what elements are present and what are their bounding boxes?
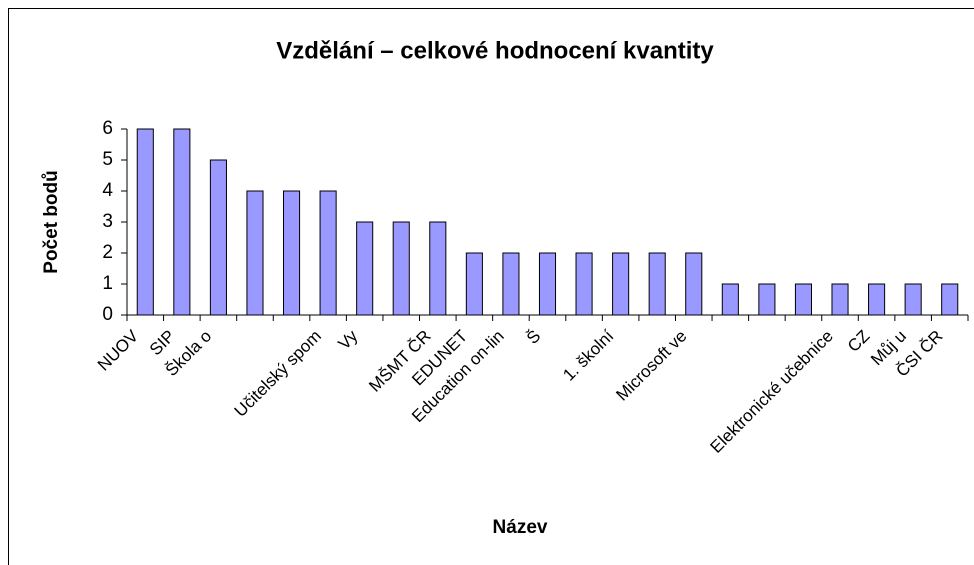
bar	[173, 128, 191, 316]
bar	[794, 283, 813, 316]
chart-frame	[8, 8, 974, 565]
y-tick-label: 2	[102, 242, 113, 263]
y-tick-label: 5	[102, 149, 113, 170]
bar	[685, 252, 703, 316]
bar	[904, 283, 922, 316]
x-axis-label: Název	[493, 517, 548, 538]
y-tick-label: 0	[102, 304, 113, 325]
bar	[356, 221, 374, 316]
bar	[538, 252, 557, 316]
bar	[502, 252, 520, 316]
bar	[721, 283, 739, 316]
bar	[612, 252, 630, 316]
y-tick-label: 6	[102, 118, 113, 139]
bar	[429, 221, 447, 316]
bar	[648, 252, 666, 316]
y-tick-label: 3	[102, 211, 113, 232]
y-tick-label: 1	[102, 273, 113, 294]
bar	[575, 252, 593, 316]
y-tick-label: 4	[102, 180, 113, 201]
y-axis-label: Počet bodů	[41, 170, 62, 273]
bar	[465, 252, 483, 316]
bar	[758, 283, 776, 316]
bar	[282, 190, 301, 316]
chart-title: Vzdělání – celkové hodnocení kvantity	[276, 37, 714, 64]
bar	[209, 159, 227, 316]
bar	[246, 190, 264, 316]
bar	[831, 283, 849, 316]
bar	[392, 221, 410, 316]
bar	[941, 283, 959, 316]
bar	[868, 283, 886, 316]
bar	[136, 128, 154, 316]
bar	[319, 190, 337, 316]
